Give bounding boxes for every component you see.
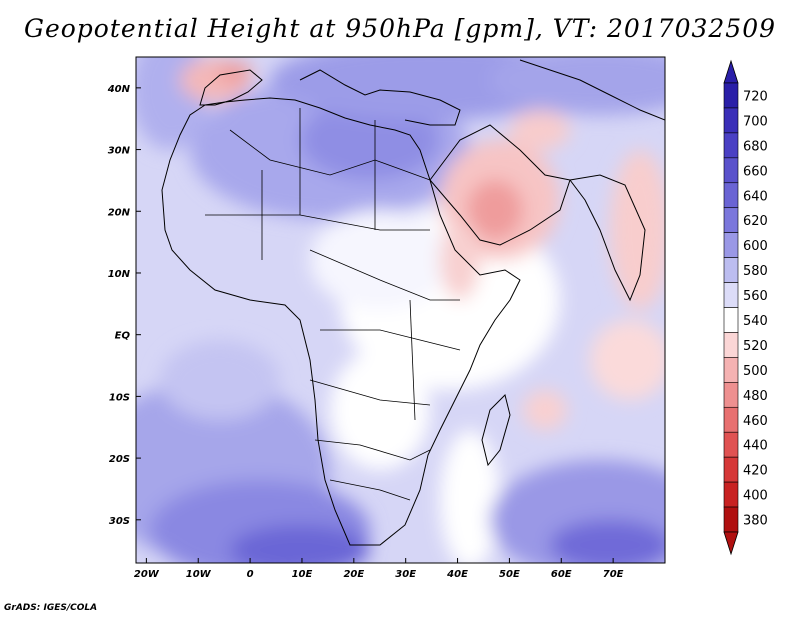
x-tick-label: 20E [343,569,364,580]
colorbar-swatch [723,182,739,209]
colorbar-label: 640 [743,189,768,204]
y-axis: 40N 30N 20N 10N EQ 10S 20S 30S [107,84,141,527]
x-axis: 20W 10W 0 10E 20E 30E 40E 50E 60E 70E [134,558,624,580]
x-tick-label: 0 [247,569,254,580]
colorbar-swatch [723,107,739,134]
colorbar-label: 560 [743,289,768,304]
x-tick-label: 30E [395,569,416,580]
colorbar-bottom-arrow [723,531,739,556]
colorbar-label: 580 [743,264,768,279]
colorbar-swatch [723,456,739,483]
colorbar-swatch [723,506,739,533]
x-tick-label: 20W [134,569,160,580]
colorbar-swatch [723,481,739,508]
x-tick-label: 60E [551,569,572,580]
colorbar-label: 540 [743,314,768,329]
colorbar-swatch [723,406,739,433]
x-tick-label: 10E [292,569,313,580]
colorbar: 720 700 680 660 640 620 600 580 560 540 520 500 480 4… [723,59,768,556]
colorbar-label: 420 [743,464,768,479]
colorbar-swatch [723,431,739,458]
y-tick-label: 10S [109,392,130,403]
x-tick-label: 50E [499,569,520,580]
colorbar-swatch [723,332,739,358]
colorbar-swatch [723,257,739,283]
colorbar-swatch [723,282,739,308]
colorbar-swatch [723,307,739,333]
x-tick-label: 40E [446,569,468,580]
height-field [136,57,665,563]
colorbar-swatch [723,157,739,184]
colorbar-label: 500 [743,364,768,379]
colorbar-top-arrow [723,59,739,84]
colorbar-swatch [723,207,739,233]
y-tick-label: 30N [108,146,131,157]
colorbar-label: 480 [743,389,768,404]
x-tick-label: 70E [603,569,624,580]
colorbar-label: 720 [743,89,768,104]
y-tick-label: 40N [107,84,131,95]
colorbar-swatch [723,232,739,258]
map-title: Geopotential Height at 950hPa [gpm], VT:… [23,14,777,43]
map-frame [135,56,666,564]
colorbar-swatch [723,357,739,383]
colorbar-label: 700 [743,114,768,129]
colorbar-label: 600 [743,239,768,254]
colorbar-label: 660 [743,164,768,179]
y-tick-label: 20S [109,454,130,465]
y-tick-label: 20N [108,207,131,218]
colorbar-label: 520 [743,339,768,354]
colorbar-label: 460 [743,414,768,429]
y-tick-label: 30S [109,516,130,527]
colorbar-label: 680 [743,139,768,154]
x-tick-label: 10W [186,569,212,580]
colorbar-label: 380 [743,514,768,529]
colorbar-label: 400 [743,489,768,504]
colorbar-label: 440 [743,439,768,454]
y-tick-label: 10N [108,269,131,280]
credit-label: GrADS: IGES/COLA [4,603,98,613]
colorbar-swatch [723,132,739,159]
y-tick-label: EQ [115,331,131,342]
colorbar-swatch [723,382,739,408]
colorbar-label: 620 [743,214,768,229]
colorbar-swatch [723,82,739,109]
